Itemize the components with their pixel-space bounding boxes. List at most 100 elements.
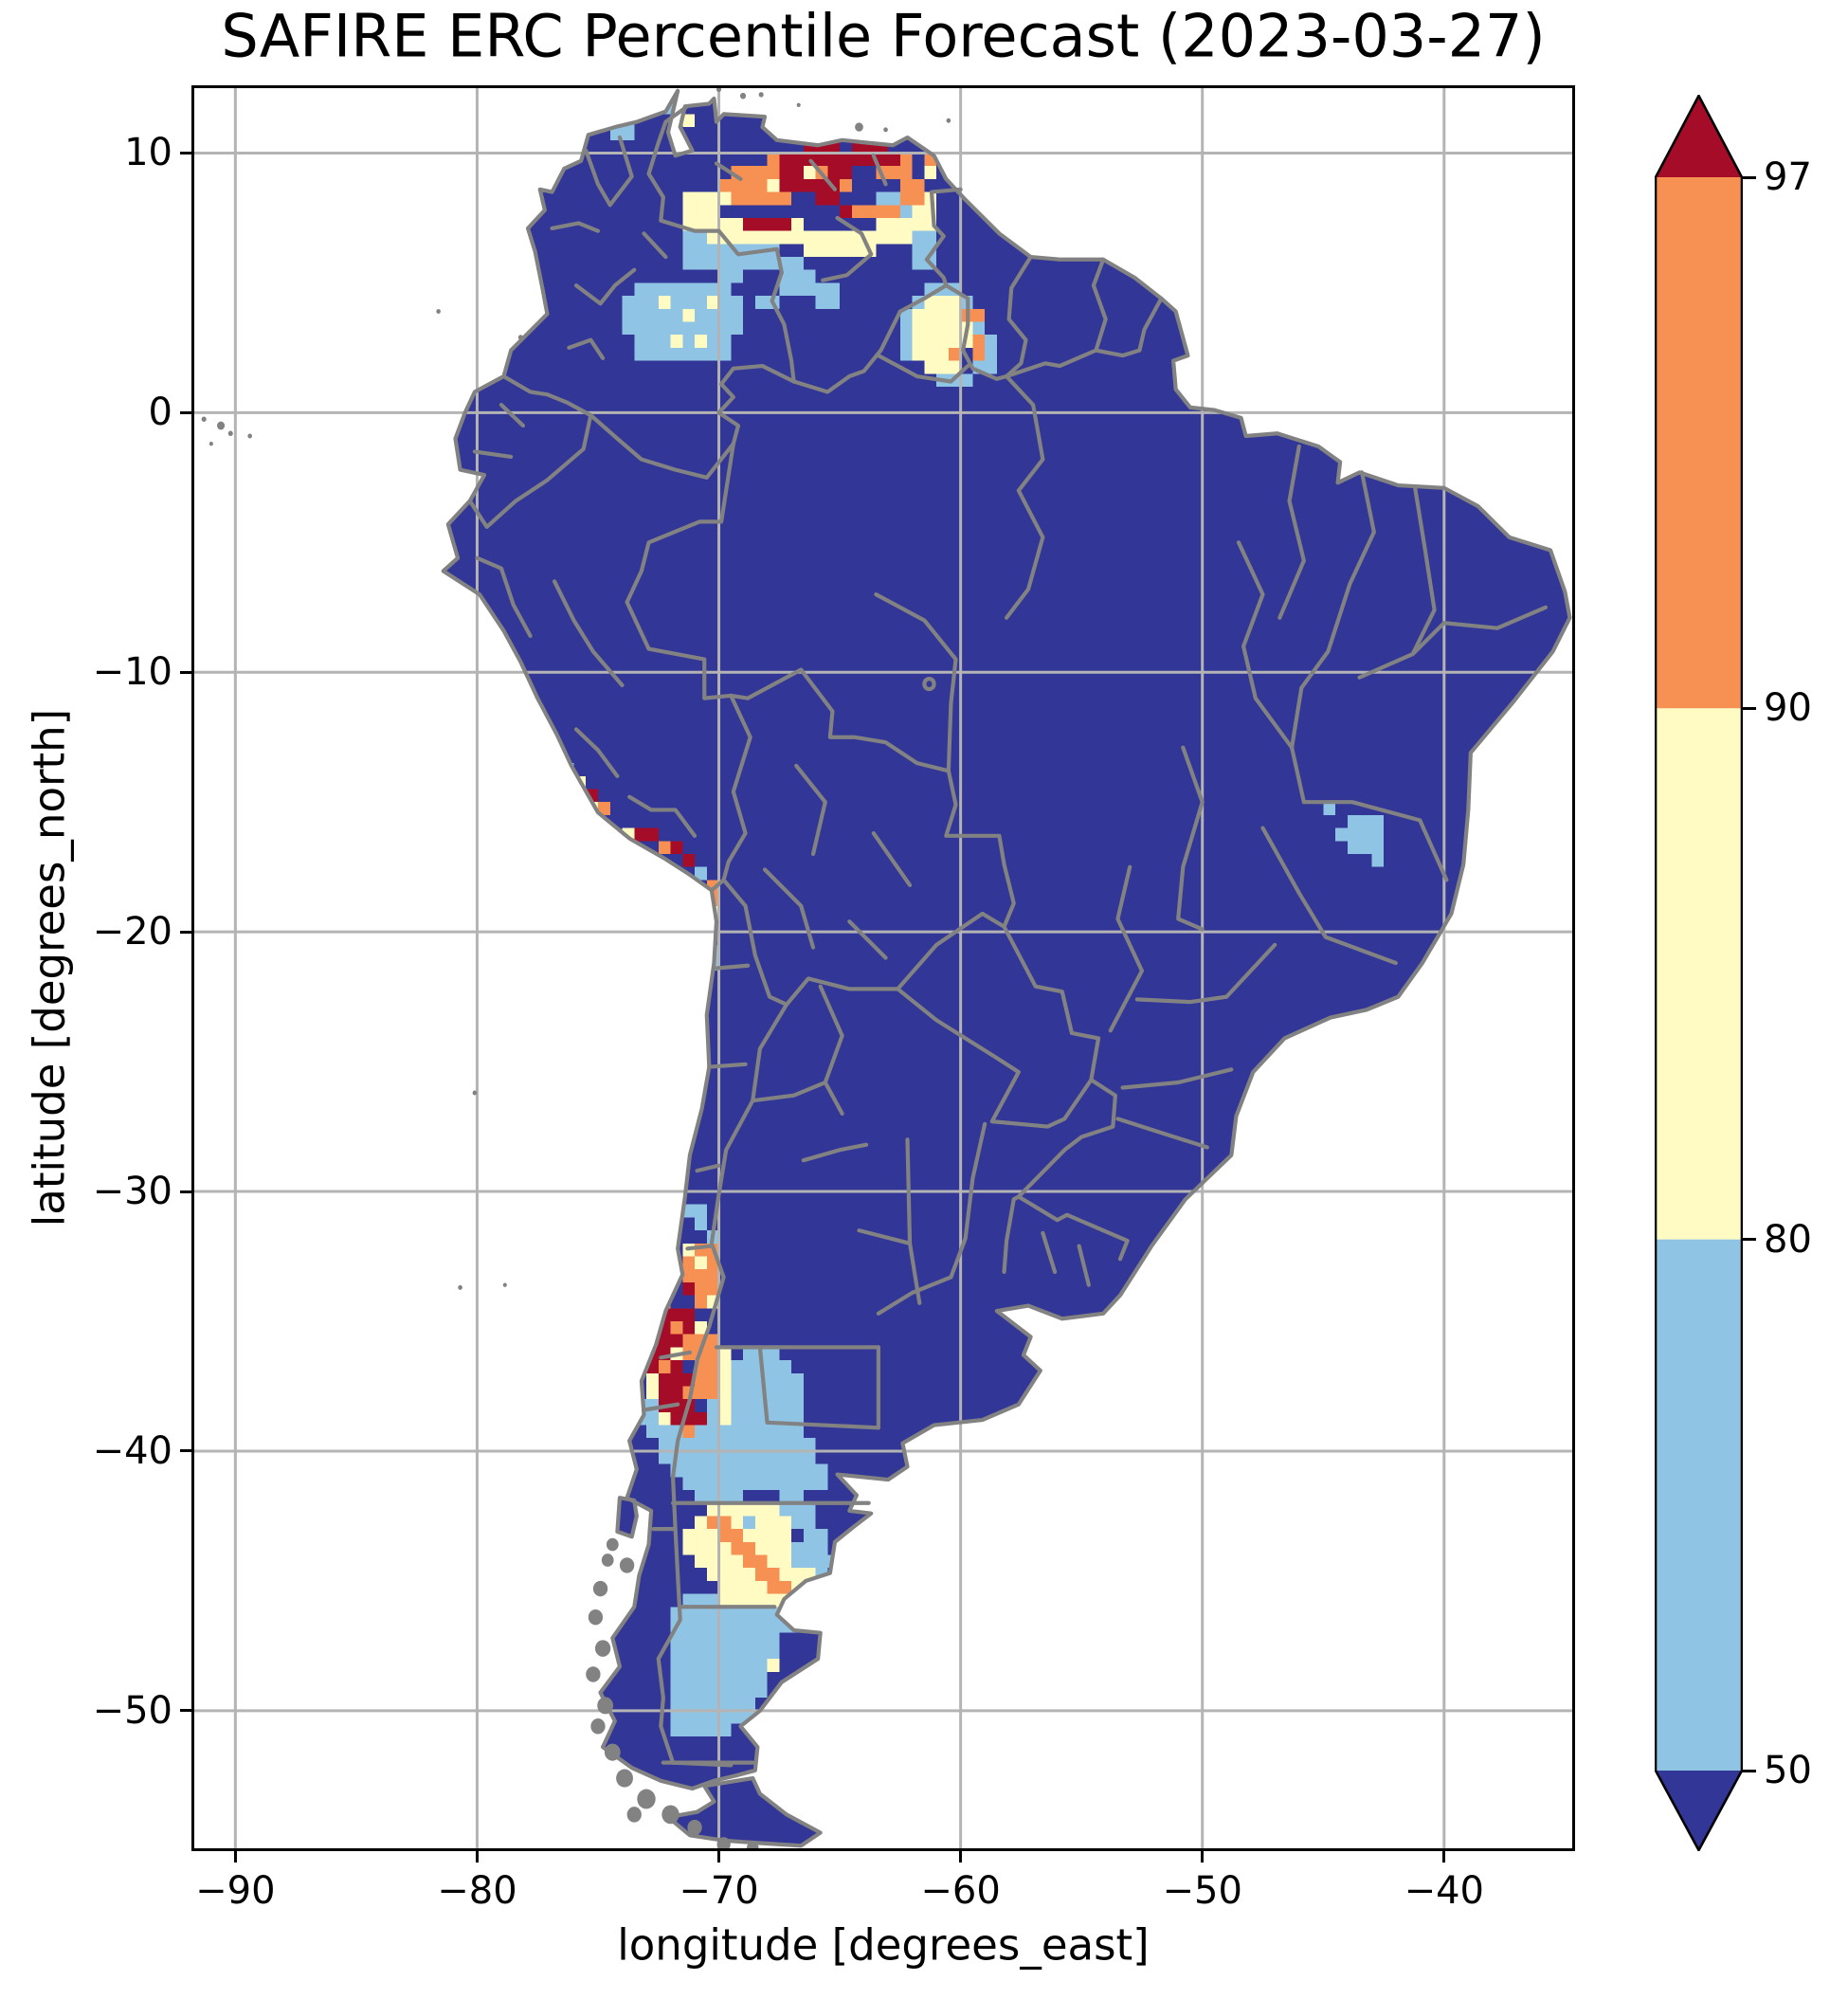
x-tick-label: −80 [437,1869,517,1913]
raster-cell [622,296,635,336]
x-tick-label: −40 [1404,1869,1485,1913]
admin-boundary [1279,446,1304,618]
raster-cell [876,153,900,167]
admin-boundary [1006,376,1042,618]
admin-boundary [724,880,787,1004]
colorbar-segment-50-80 [1656,1239,1742,1771]
island-dot [606,1537,619,1552]
raster-cell [985,335,997,361]
raster-cell [695,1320,707,1335]
colorbar-tick-label: 80 [1764,1217,1812,1262]
admin-boundary [475,451,511,456]
island-dot [201,416,207,422]
raster-cell [695,1411,707,1426]
tierra-del-fuego [667,1778,821,1846]
admin-boundary [716,966,748,969]
raster-cell [597,802,610,815]
admin-boundary [610,137,632,205]
island-dot [687,1819,702,1836]
admin-boundary [659,1005,787,1766]
colorbar-segment-90-97 [1656,177,1742,709]
island-dot [247,433,252,439]
raster-cell [754,191,792,206]
admin-boundary [470,415,591,527]
raster-cell [899,308,913,361]
tierra-del-fuego-coast [668,1778,821,1845]
admin-boundary [794,285,947,391]
island-dot [601,1554,614,1567]
admin-boundary [687,1246,712,1249]
raster-cell [670,1607,780,1660]
x-tick [717,1848,721,1863]
island-dot [597,1697,614,1715]
admin-boundary [874,155,886,184]
admin-boundary [1042,1233,1055,1272]
island-dot [626,1807,642,1823]
raster-cell [743,1516,755,1530]
raster-cell [803,166,816,179]
island-dot [458,1284,462,1290]
raster-cell [803,1463,828,1491]
admin-boundary [1079,1246,1089,1285]
raster-cell [924,166,937,179]
raster-cell [682,853,696,867]
raster-cell [754,1568,780,1581]
y-tick [180,410,194,414]
admin-boundary [810,161,835,190]
admin-boundary [946,285,1006,379]
admin-boundary [554,581,622,685]
admin-boundary [501,405,523,426]
x-tick-label: −50 [1162,1869,1242,1913]
raster-cell [731,1541,755,1555]
admin-boundary [752,1082,825,1100]
raster-cell [899,178,925,206]
admin-boundary [1096,299,1161,355]
colorbar [1655,95,1743,1851]
raster-cell [706,1347,719,1361]
admin-boundaries [470,106,1546,1765]
admin-boundary [576,730,617,776]
colorbar-tick [1742,1769,1756,1772]
small-islands [201,88,951,1848]
raster-cell [706,296,719,309]
admin-boundary [1413,608,1546,654]
raster-cell [682,1281,696,1296]
raster-cell [670,841,683,854]
x-tick-label: −90 [195,1869,276,1913]
raster-cell [670,335,683,348]
island-dot [472,1090,478,1096]
raster-cell [658,1269,671,1296]
raster-cell [682,1256,696,1270]
island-dot [796,102,801,107]
admin-boundary [821,987,842,1114]
raster-cell [718,191,732,206]
admin-boundary [823,218,871,281]
colorbar-tick [1742,1238,1756,1242]
raster-cell [682,1425,696,1439]
colorbar-segment-80-90 [1656,708,1742,1240]
raster-cell [731,296,744,336]
admin-boundary [709,1064,745,1067]
island-dot [208,442,213,446]
raster-cell [815,191,841,206]
island-dot [436,309,441,315]
island-dot [588,1609,604,1626]
admin-boundary [1111,867,1142,1031]
x-tick [475,1848,479,1863]
admin-boundary [951,1124,985,1278]
raster-cell [1347,841,1385,854]
raster-cell [718,269,744,283]
raster-cell [634,827,659,842]
admin-boundary [629,797,695,836]
raster-cell [779,269,816,297]
raster-cell [658,1281,671,1296]
colorbar-tick-label: 97 [1764,155,1812,199]
y-tick [180,670,194,674]
admin-boundary [849,921,885,957]
admin-boundary [712,880,724,890]
admin-boundary [590,415,734,478]
raster-cell [718,1372,732,1426]
raster-cell [985,321,997,336]
admin-boundary [1292,748,1446,881]
island-dot [594,1640,611,1657]
